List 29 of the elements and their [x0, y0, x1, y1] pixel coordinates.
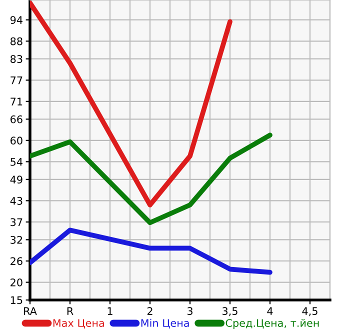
- x-tick-label: 3: [187, 307, 192, 316]
- y-tick-label: 26: [10, 257, 22, 266]
- y-tick-label: 77: [10, 76, 22, 84]
- legend-label: Max Цена: [53, 319, 104, 328]
- y-tick-label: 37: [10, 218, 22, 226]
- y-tick-label: 60: [10, 136, 22, 145]
- line-series: [30, 228, 272, 275]
- y-tick-label: 32: [10, 236, 22, 244]
- x-tick-label: 1: [108, 307, 112, 315]
- x-tick-label: 4,5: [302, 307, 318, 316]
- y-tick-label: 43: [10, 196, 22, 205]
- x-tick-label: RA: [24, 307, 37, 315]
- y-tick-label: 20: [10, 278, 22, 286]
- y-tick-label: 94: [10, 16, 22, 24]
- y-tick-label: 71: [10, 98, 22, 106]
- line-series: [30, 0, 232, 208]
- y-tick-label: 49: [10, 176, 22, 184]
- y-tick-label: 83: [10, 55, 22, 63]
- x-tick-label: 3,5: [222, 307, 238, 316]
- x-tick-label: 4: [267, 307, 273, 315]
- line-series: [30, 132, 272, 226]
- y-tick-label: 66: [10, 115, 22, 124]
- y-tick-label: 15: [10, 296, 22, 304]
- y-tick-label: 54: [10, 158, 22, 166]
- y-tick-label: 88: [10, 37, 22, 46]
- x-tick-label: 2: [147, 307, 152, 315]
- x-tick-label: R: [67, 307, 74, 315]
- legend-label: Min Цена: [141, 318, 189, 328]
- legend-label: Сред.Цена, т.йен: [226, 318, 319, 329]
